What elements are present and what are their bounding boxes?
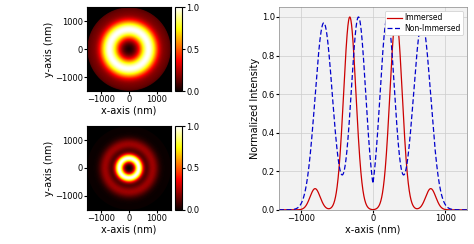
Line: Non-Immersed: Non-Immersed <box>279 17 467 210</box>
Immersed <box>347 16 353 19</box>
Non-Immersed <box>298 203 303 206</box>
Immersed <box>276 208 282 211</box>
Immersed <box>356 149 362 152</box>
Non-Immersed <box>309 139 314 142</box>
X-axis label: x-axis (nm): x-axis (nm) <box>101 224 157 234</box>
Non-Immersed <box>464 208 470 211</box>
Non-Immersed <box>440 198 446 201</box>
Non-Immersed <box>276 208 282 211</box>
Non-Immersed <box>356 16 361 19</box>
Y-axis label: y-axis (nm): y-axis (nm) <box>44 140 54 196</box>
Immersed <box>348 20 354 23</box>
Immersed <box>440 207 446 210</box>
Non-Immersed <box>348 94 354 97</box>
Non-Immersed <box>460 208 466 211</box>
Immersed <box>464 208 470 211</box>
Non-Immersed <box>356 17 362 20</box>
X-axis label: x-axis (nm): x-axis (nm) <box>345 224 401 234</box>
Line: Immersed: Immersed <box>279 17 467 210</box>
Immersed <box>460 208 466 211</box>
Legend: Immersed, Non-Immersed: Immersed, Non-Immersed <box>384 11 463 35</box>
Immersed <box>298 208 303 211</box>
Y-axis label: y-axis (nm): y-axis (nm) <box>44 21 54 77</box>
X-axis label: x-axis (nm): x-axis (nm) <box>101 106 157 116</box>
Immersed <box>309 192 314 195</box>
Y-axis label: Normalized Intensity: Normalized Intensity <box>250 58 260 159</box>
